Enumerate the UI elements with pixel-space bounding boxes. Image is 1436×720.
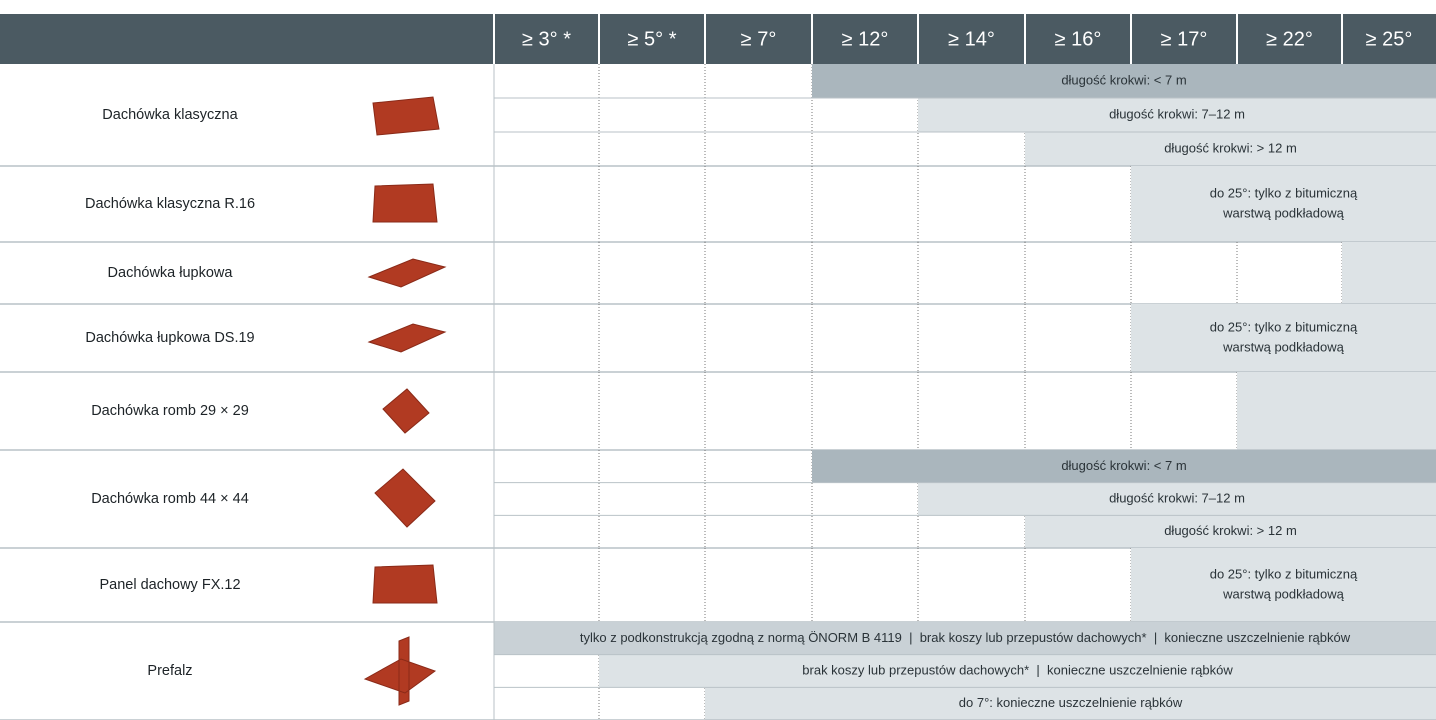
tile-shape (382, 388, 430, 434)
product-image (367, 258, 447, 288)
product-image (372, 564, 438, 604)
header-label: ≥ 5° * (628, 28, 677, 50)
product-name: Panel dachowy FX.12 (99, 577, 240, 593)
shaded-range (812, 450, 1436, 483)
range-note: długość krokwi: > 12 m (1164, 523, 1297, 538)
product-name: Dachówka klasyczna R.16 (85, 196, 255, 212)
shaded-range (1342, 242, 1436, 304)
tile-shape (374, 468, 436, 528)
range-note: do 25°: tylko z bitumiczną (1210, 566, 1358, 581)
shaded-range (918, 98, 1436, 132)
product-name: Dachówka romb 44 × 44 (91, 491, 249, 507)
tile-shape (367, 258, 447, 288)
shaded-range (705, 687, 1436, 720)
tile-shape (363, 636, 437, 706)
range-note: długość krokwi: 7–12 m (1109, 106, 1245, 121)
header-label: ≥ 22° (1266, 28, 1313, 50)
header-label: ≥ 7° (741, 28, 777, 50)
range-note: długość krokwi: > 12 m (1164, 140, 1297, 155)
range-note: długość krokwi: < 7 m (1061, 72, 1186, 87)
product-name: Dachówka romb 29 × 29 (91, 403, 249, 419)
product-name: Dachówka łupkowa DS.19 (85, 330, 254, 346)
header-label: ≥ 17° (1161, 28, 1208, 50)
product-name: Dachówka klasyczna (102, 107, 238, 123)
tile-shape (367, 323, 447, 353)
shaded-range (1131, 548, 1436, 622)
product-image (372, 96, 440, 136)
tile-shape (372, 96, 440, 136)
product-name: Prefalz (147, 663, 192, 679)
product-image (372, 183, 438, 223)
shaded-range (1237, 372, 1436, 450)
shaded-range (1025, 132, 1436, 166)
shaded-range (494, 622, 1436, 655)
range-note: do 25°: tylko z bitumiczną (1210, 185, 1358, 200)
header-label: ≥ 3° * (522, 28, 571, 50)
product-image (374, 468, 436, 528)
shaded-range (812, 64, 1436, 98)
header-band (0, 14, 1436, 64)
header-label: ≥ 14° (948, 28, 995, 50)
tile-shape (372, 564, 438, 604)
range-note: warstwą podkładową (1222, 205, 1344, 220)
shaded-range (1131, 166, 1436, 242)
shaded-range (1131, 304, 1436, 372)
product-image (382, 388, 430, 434)
range-note: warstwą podkładową (1222, 586, 1344, 601)
range-note: brak koszy lub przepustów dachowych* | k… (802, 662, 1233, 677)
tile-shape (372, 183, 438, 223)
product-image (363, 636, 437, 706)
product-image (367, 323, 447, 353)
header-label: ≥ 25° (1366, 28, 1413, 50)
range-note: do 25°: tylko z bitumiczną (1210, 319, 1358, 334)
range-note: długość krokwi: 7–12 m (1109, 490, 1245, 505)
range-note: do 7°: konieczne uszczelnienie rąbków (959, 695, 1183, 710)
shaded-range (918, 482, 1436, 516)
product-name: Dachówka łupkowa (108, 265, 234, 281)
range-note: tylko z podkonstrukcją zgodną z normą ÖN… (580, 630, 1351, 645)
range-note: długość krokwi: < 7 m (1061, 458, 1186, 473)
range-note: warstwą podkładową (1222, 339, 1344, 354)
shaded-range (1025, 515, 1436, 548)
header-label: ≥ 12° (842, 28, 889, 50)
shaded-range (599, 654, 1436, 688)
header-label: ≥ 16° (1055, 28, 1102, 50)
